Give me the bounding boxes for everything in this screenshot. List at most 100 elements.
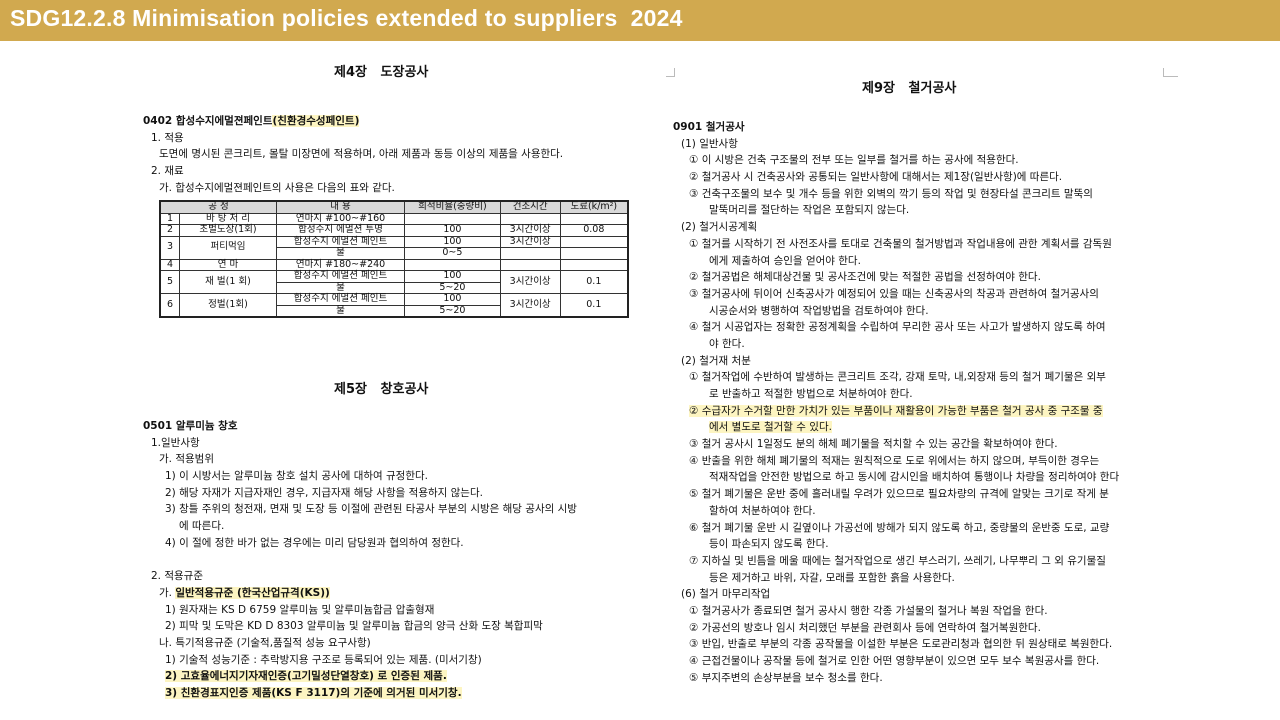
line-text: (6) 철거 마무리작업 [681,588,771,601]
table-cell: 연마지 #100~#160 [275,212,406,225]
line-text: 등은 제거하고 바위, 자갈, 모래를 포함한 흙을 사용한다. [709,571,955,584]
line-text: (2) 철거시공계획 [681,221,758,234]
table-cell: 물 [275,247,406,260]
line-text: ② 철거공사 시 건축공사와 공통되는 일반사항에 대해서는 제1장(일반사항)… [689,171,1063,184]
line-text: ① 철거공사가 종료되면 철거 공사시 행한 각종 가설물의 철거나 복원 작업… [689,604,1048,617]
line-text: (2) 철거재 처분 [681,354,751,367]
spacer [143,552,633,569]
table-cell: 0.08 [559,224,629,237]
text-line: (6) 철거 마무리작업 [673,586,1168,603]
text-line: 도면에 명시된 콘크리트, 몰탈 미장면에 적용하며, 아래 제품과 동등 이상… [143,146,633,163]
table-cell [499,258,561,271]
line-text: ① 철거작업에 수반하여 발생하는 콘크리트 조각, 강재 토막, 내,외장재 … [689,371,1106,384]
table-cell: 초벌도장(1회) [179,224,277,237]
text-line: 3) 친환경표지인증 제품(KS F 3117)의 기준에 의거된 미서기창. [143,685,633,702]
text-line: 야 한다. [673,336,1168,353]
section-heading: 0402 합성수지에멀젼페인트(친환경수성페인트) [143,113,633,130]
table-cell: 합성수지 에멀션 투명 [275,224,406,237]
section-heading: 0501 알루미늄 창호 [143,418,633,435]
line-text: ⑥ 철거 폐기물 운반 시 길옆이나 가공선에 방해가 되지 않도록 하고, 중… [689,521,1110,534]
text-line: ⑥ 철거 폐기물 운반 시 길옆이나 가공선에 방해가 되지 않도록 하고, 중… [673,520,1168,537]
line-text: 말뚝머리를 절단하는 작업은 포함되지 않는다. [709,204,910,217]
text-line: ③ 철거공사에 뒤이어 신축공사가 예정되어 있을 때는 신축공사의 착공과 관… [673,286,1168,303]
text-line: ⑤ 부지주변의 손상부분을 보수 청소를 한다. [673,670,1168,687]
text-line: ④ 근접건물이나 공작물 등에 철거로 인한 어떤 영향부분이 있으면 모두 보… [673,653,1168,670]
table-cell: 3시간이상 [499,235,561,248]
text-line: 말뚝머리를 절단하는 작업은 포함되지 않는다. [673,202,1168,219]
line-text: ① 철거를 시작하기 전 사전조사를 토대로 건축물의 철거방법과 작업내용에 … [689,237,1112,250]
table-cell: 4 [159,258,180,271]
text-line: 적재작업을 안전한 방법으로 하고 동시에 감시인을 배치하여 통행이나 차량을… [673,469,1168,486]
text-line: 2. 재료 [143,163,633,180]
line-text: 할하여 처분하여야 한다. [709,504,816,517]
text-line: 등은 제거하고 바위, 자갈, 모래를 포함한 흙을 사용한다. [673,570,1168,587]
table-cell: 100 [404,224,501,237]
line-text: ⑦ 지하실 및 빈틈을 메울 때에는 철거작업으로 생긴 부스러기, 쓰레기, … [689,554,1106,567]
line-text: 야 한다. [709,337,745,350]
table-cell: 5~20 [404,281,501,294]
line-text: 도면에 명시된 콘크리트, 몰탈 미장면에 적용하며, 아래 제품과 동등 이상… [159,148,564,161]
text-line: (2) 철거재 처분 [673,353,1168,370]
line-text: 에게 제출하여 승인을 얻어야 한다. [709,254,861,267]
table-cell [404,258,501,271]
table-cell: 0.1 [559,293,629,318]
table-cell: 100 [404,293,501,306]
line-text: 2) 피막 및 도막은 KD D 8303 알루미늄 및 알루미늄 합금의 양극… [165,620,543,633]
line-text: ③ 반입, 반출로 부분의 각종 공작물을 이설한 부분은 도로관리청과 협의한… [689,638,1113,651]
highlighted-text: (친환경수성페인트) [272,115,360,127]
text-line: ③ 반입, 반출로 부분의 각종 공작물을 이설한 부분은 도로관리청과 협의한… [673,636,1168,653]
text-line: 2) 해당 자재가 지급자재인 경우, 지급자재 해당 사항을 적용하지 않는다… [143,485,633,502]
table-cell: 연마지 #180~#240 [275,258,406,271]
table-cell: 정벌(1회) [179,293,277,318]
table-cell: 3 [159,235,180,260]
line-text: 가. [159,586,176,599]
table-row: 6 정벌(1회) 합성수지 에멀션 페인트 100 3시간이상 0.1 [159,293,629,318]
text-line: 1.일반사항 [143,435,633,452]
table-cell [559,235,629,248]
table-cell: 물 [275,304,406,318]
line-text: 4) 이 절에 정한 바가 없는 경우에는 미리 담당원과 협의하여 정한다. [165,536,464,549]
line-text: ③ 철거 공사시 1일정도 분의 해체 폐기물을 적치할 수 있는 공간을 확보… [689,438,1058,451]
text-line: ② 철거공사 시 건축공사와 공통되는 일반사항에 대해서는 제1장(일반사항)… [673,169,1168,186]
text-line: 1. 적용 [143,130,633,147]
title-banner: SDG12.2.8 Minimisation policies extended… [0,0,1280,41]
text-line: ③ 건축구조물의 보수 및 개수 등을 위한 외벽의 깍기 등의 작업 및 현장… [673,186,1168,203]
text-line: ② 수급자가 수거할 만한 가치가 있는 부품이나 재활용이 가능한 부품은 철… [673,403,1168,420]
text-line: 가. 적용범위 [143,451,633,468]
section-0901: 0901 철거공사 (1) 일반사항 ① 이 시방은 건축 구조물의 전부 또는 일… [673,119,1168,686]
table-cell: 1 [159,212,180,225]
text-line: 에서 별도로 철거할 수 있다. [673,419,1168,436]
table-cell: 희석비율(중량비) [404,200,501,214]
line-text: 0501 알루미늄 창호 [143,420,238,432]
text-line: 에게 제출하여 승인을 얻어야 한다. [673,253,1168,270]
table-cell [559,212,629,225]
text-line: 1) 이 시방서는 알루미늄 창호 설치 공사에 대하여 규정한다. [143,468,633,485]
page-corner-mark [666,68,675,77]
text-line: 가. 합성수지에멀젼페인트의 사용은 다음의 표와 같다. [143,180,633,197]
table-cell: 합성수지 에멀션 페인트 [275,270,406,283]
table-cell: 3시간이상 [499,293,561,318]
table-cell: 5~20 [404,304,501,318]
table-cell: 2 [159,224,180,237]
text-line: 3) 창틀 주위의 청전재, 면재 및 도장 등 이절에 관련된 타공사 부분의… [143,501,633,518]
line-text: 1. 적용 [151,131,184,144]
table-cell: 합성수지 에멀션 페인트 [275,235,406,248]
line-text: 3) 창틀 주위의 청전재, 면재 및 도장 등 이절에 관련된 타공사 부분의… [165,503,577,516]
table-cell [499,247,561,260]
chapter-9-title: 제9장 철거공사 [862,81,957,96]
section-heading: 0901 철거공사 [673,119,1168,136]
line-text: 2. 재료 [151,165,184,178]
table-cell: 합성수지 에멀션 페인트 [275,293,406,306]
line-text: 가. 합성수지에멀젼페인트의 사용은 다음의 표와 같다. [159,181,395,194]
table-cell: 내 용 [275,200,406,214]
text-line: ② 철거공법은 해체대상건물 및 공사조건에 맞는 적절한 공법을 선정하여야 … [673,269,1168,286]
text-line: 나. 특기적용규준 (기술적,품질적 성능 요구사항) [143,635,633,652]
text-line: ③ 철거 공사시 1일정도 분의 해체 폐기물을 적치할 수 있는 공간을 확보… [673,436,1168,453]
text-line: 2) 피막 및 도막은 KD D 8303 알루미늄 및 알루미늄 합금의 양극… [143,618,633,635]
line-text: 1.일반사항 [151,436,200,449]
